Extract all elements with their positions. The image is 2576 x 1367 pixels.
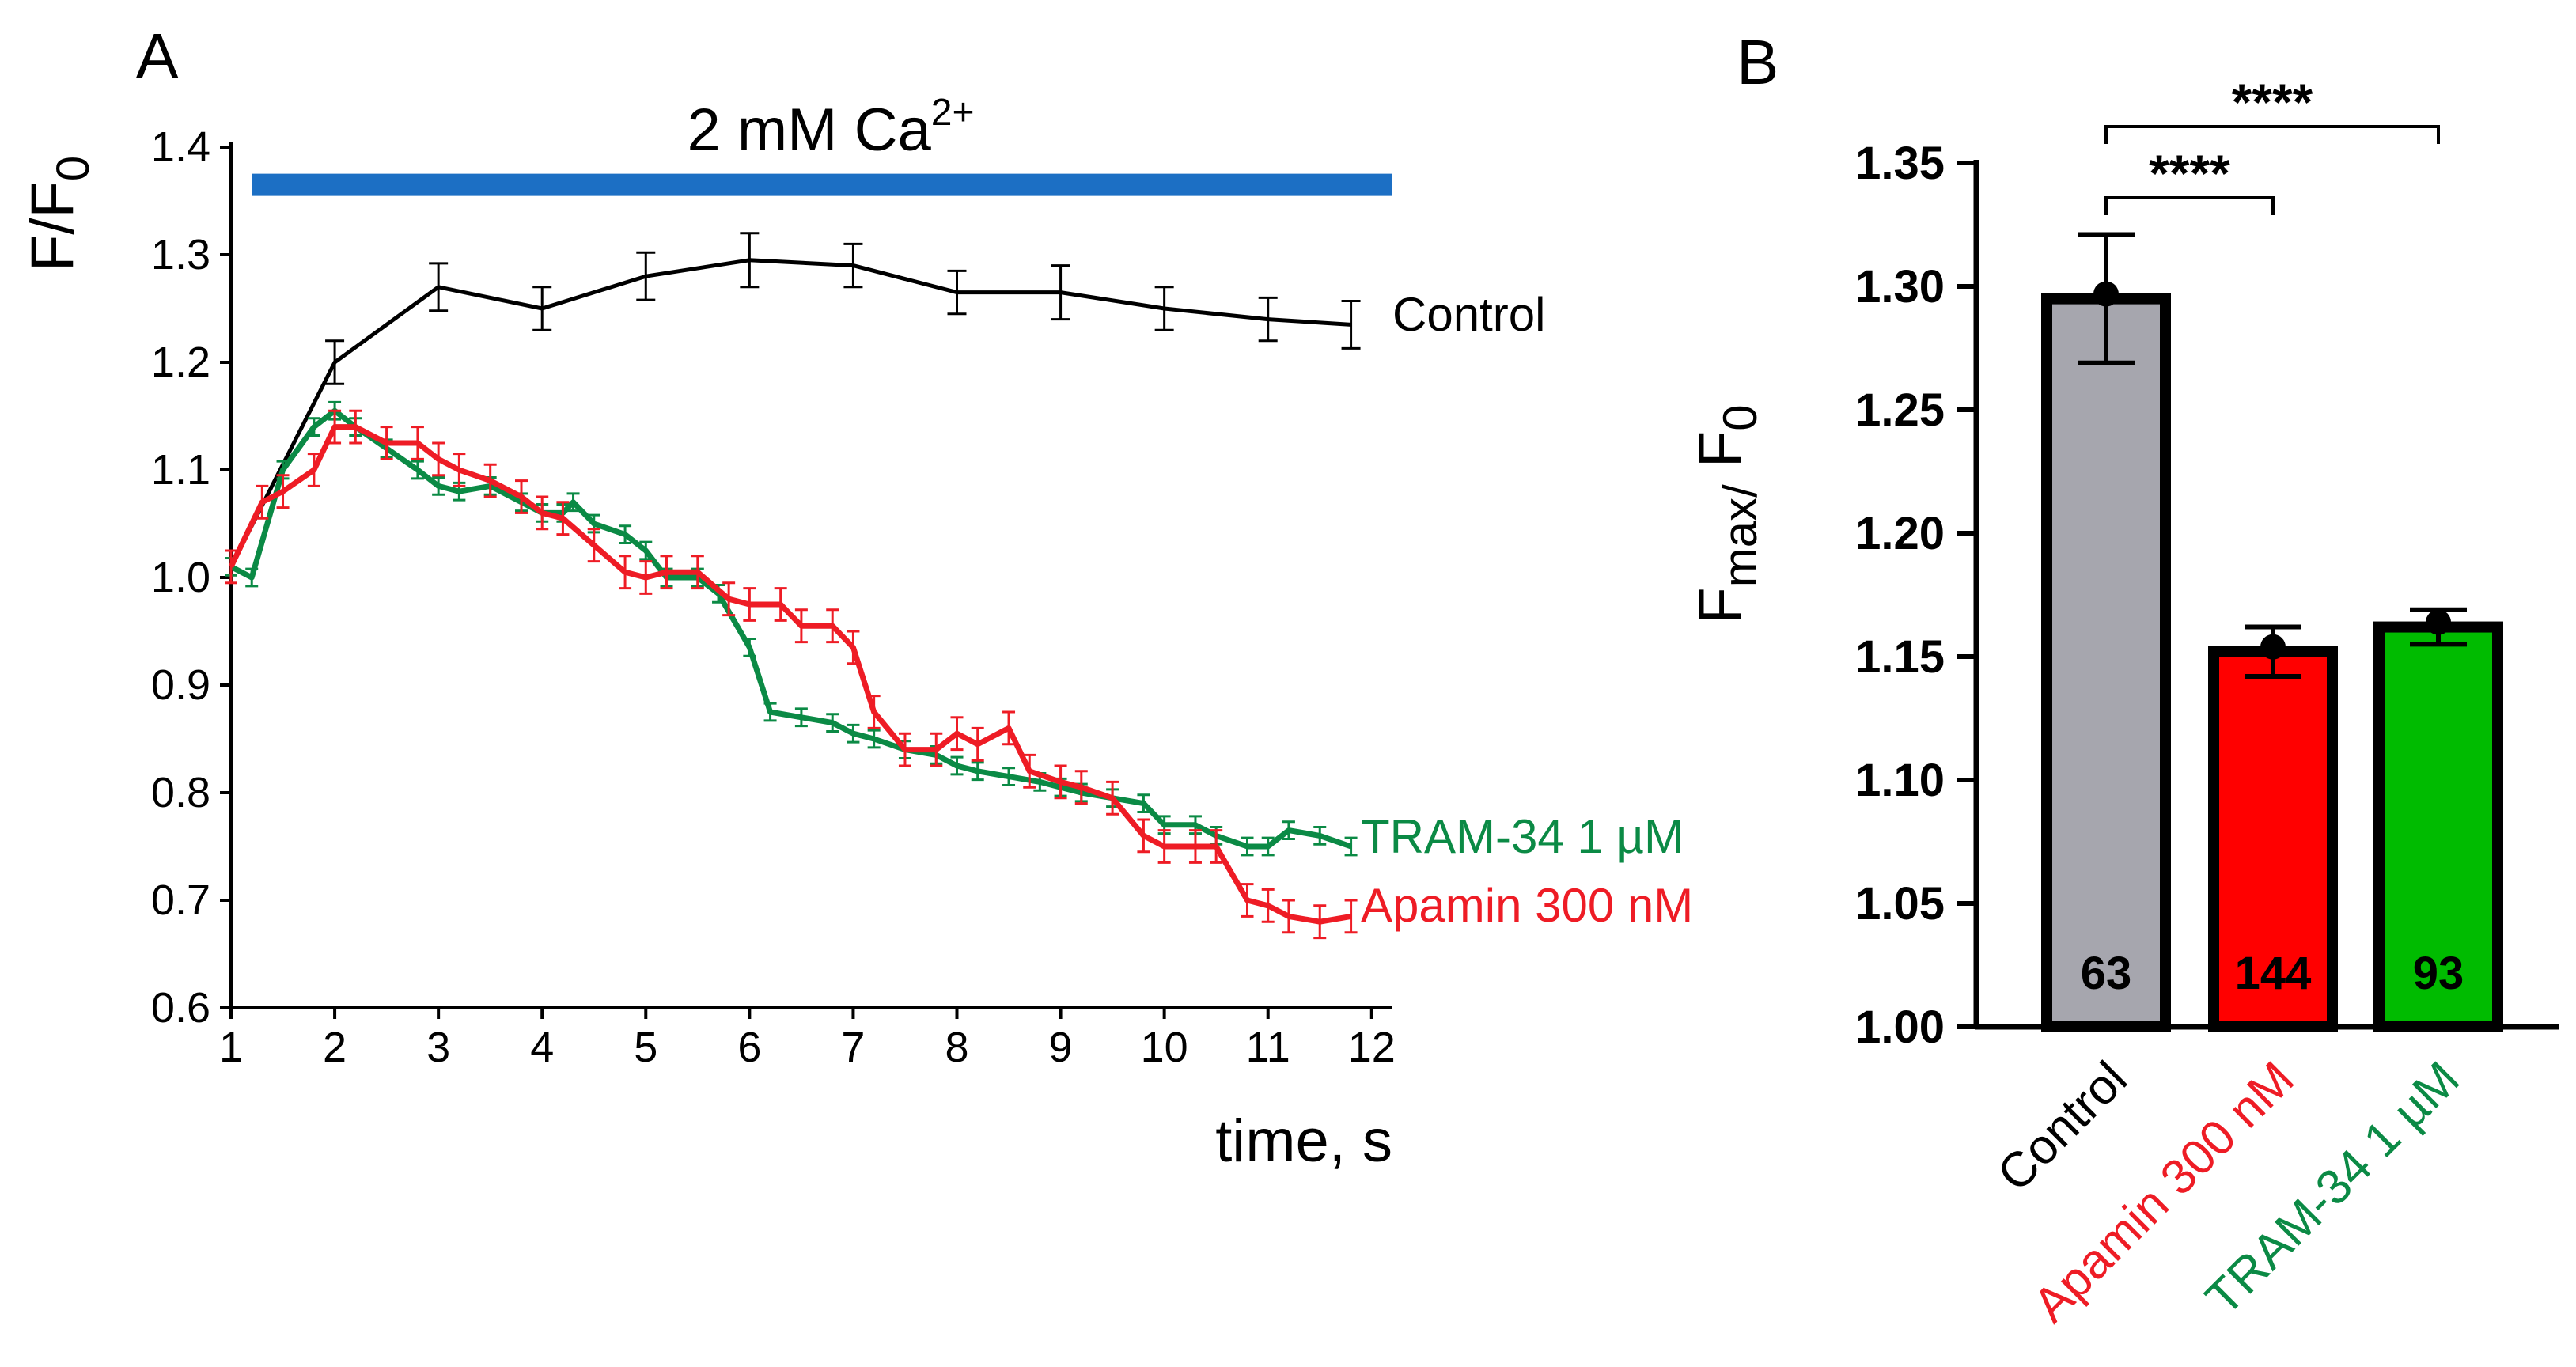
x-tick-label-a: 8 [945,1024,968,1071]
n-label: 63 [2081,948,2132,999]
series-0 [229,232,1361,568]
series-2 [225,409,1358,940]
series-label-tram34: TRAM-34 1 µM [1361,810,1684,863]
x-tick-label-a: 7 [841,1024,865,1071]
x-tick-label-a: 6 [737,1024,761,1071]
y-tick-label-a: 1.3 [151,231,210,278]
y-tick-label-a: 0.7 [151,877,210,924]
y-tick-label-b: 1.20 [1855,508,1945,559]
y-tick-label-a: 0.8 [151,769,210,816]
series-line [229,258,1351,568]
series-1 [225,400,1358,857]
y-axis-title-b-main: F [1687,587,1754,623]
y-axis-title-a-sub: 0 [47,156,99,181]
x-tick-label-a: 10 [1141,1024,1188,1071]
significance-bracket-1: **** [2104,73,2440,144]
y-tick-label-b: 1.35 [1855,138,1945,189]
y-tick-label-b: 1.25 [1855,384,1945,436]
series-line [228,424,1352,925]
x-tick-label-a: 2 [323,1024,347,1071]
x-tick-label-a: 11 [1246,1024,1290,1071]
y-tick-label-b: 1.15 [1855,631,1945,683]
calcium-annotation-text: 2 mM Ca [687,97,931,164]
y-axis-title-b: Fmax/ F0 [1687,404,1767,623]
chart-panel-a: 2 mM Ca2+ F/F0 time, s 0.6 0.7 0.8 0.9 1.0 1.… [19,92,1693,1175]
x-axis-title-a: time, s [1215,1108,1392,1175]
y-tick-label-b: 1.05 [1855,878,1945,930]
significance-bracket-0: **** [2104,144,2275,215]
y-tick-label-a: 0.6 [151,984,210,1032]
y-tick-label-a: 1.0 [151,554,210,601]
y-axis-title-b-mid: F [1687,431,1754,485]
y-axis-title-b-sub1: max/ [1714,484,1767,587]
y-axis-title-a-text: F/F0 [19,156,99,271]
panel-b-letter: B [1737,27,1779,97]
x-tick-label-a: 4 [530,1024,554,1071]
series-group-a [225,232,1361,940]
x-tick-label-a: 3 [426,1024,450,1071]
series-label-control: Control [1392,288,1545,341]
calcium-annotation-superscript: 2+ [931,92,975,134]
y-axis-title-b-text: Fmax/ F0 [1687,404,1767,623]
y-axis-title-a: F/F0 [19,156,99,271]
bracket-line [2104,196,2275,215]
n-label: 144 [2235,948,2312,999]
axes-a: 0.60.70.80.91.01.11.21.31.41 2 3 4 5 6 7 8 9 10 11… [151,123,1396,1071]
y-tick-label-b: 1.30 [1855,261,1945,312]
significance-label: **** [2149,144,2230,203]
y-tick-label-a: 0.9 [151,661,210,709]
chart-panel-b: Fmax/ F0 1.001.051.101.151.201.251.301.3… [1687,73,2559,1333]
y-tick-label-a: 1.2 [151,339,210,386]
y-axis-title-b-sub2: 0 [1714,404,1767,430]
category-label: Control [1987,1051,2138,1202]
calcium-annotation-label: 2 mM Ca2+ [687,92,974,164]
x-tick-label-a: 9 [1049,1024,1073,1071]
series-line [229,407,1352,850]
x-tick-label-a: 1 [219,1024,243,1071]
significance-label: **** [2232,73,2313,131]
calcium-annotation: 2 mM Ca2+ [252,92,1392,196]
y-tick-label-a: 1.1 [151,446,210,494]
panel-a-letter: A [136,21,179,91]
y-tick-label-a: 1.4 [151,123,210,171]
x-tick-label-a: 12 [1348,1024,1396,1071]
mean-dot [2093,281,2119,307]
series-label-apamin: Apamin 300 nM [1361,879,1693,932]
x-tick-label-a: 5 [634,1024,657,1071]
bar-group-0: 63 Control [1987,232,2171,1202]
y-tick-label-b: 1.10 [1855,755,1945,806]
n-label: 93 [2413,948,2464,999]
bar [2373,621,2503,1032]
mean-dot [2426,609,2451,635]
y-axis-title-a-main: F/F [19,181,86,271]
bracket-line [2104,125,2440,144]
bar [2041,293,2171,1033]
y-tick-label-b: 1.00 [1855,1002,1945,1053]
mean-dot [2260,634,2286,660]
